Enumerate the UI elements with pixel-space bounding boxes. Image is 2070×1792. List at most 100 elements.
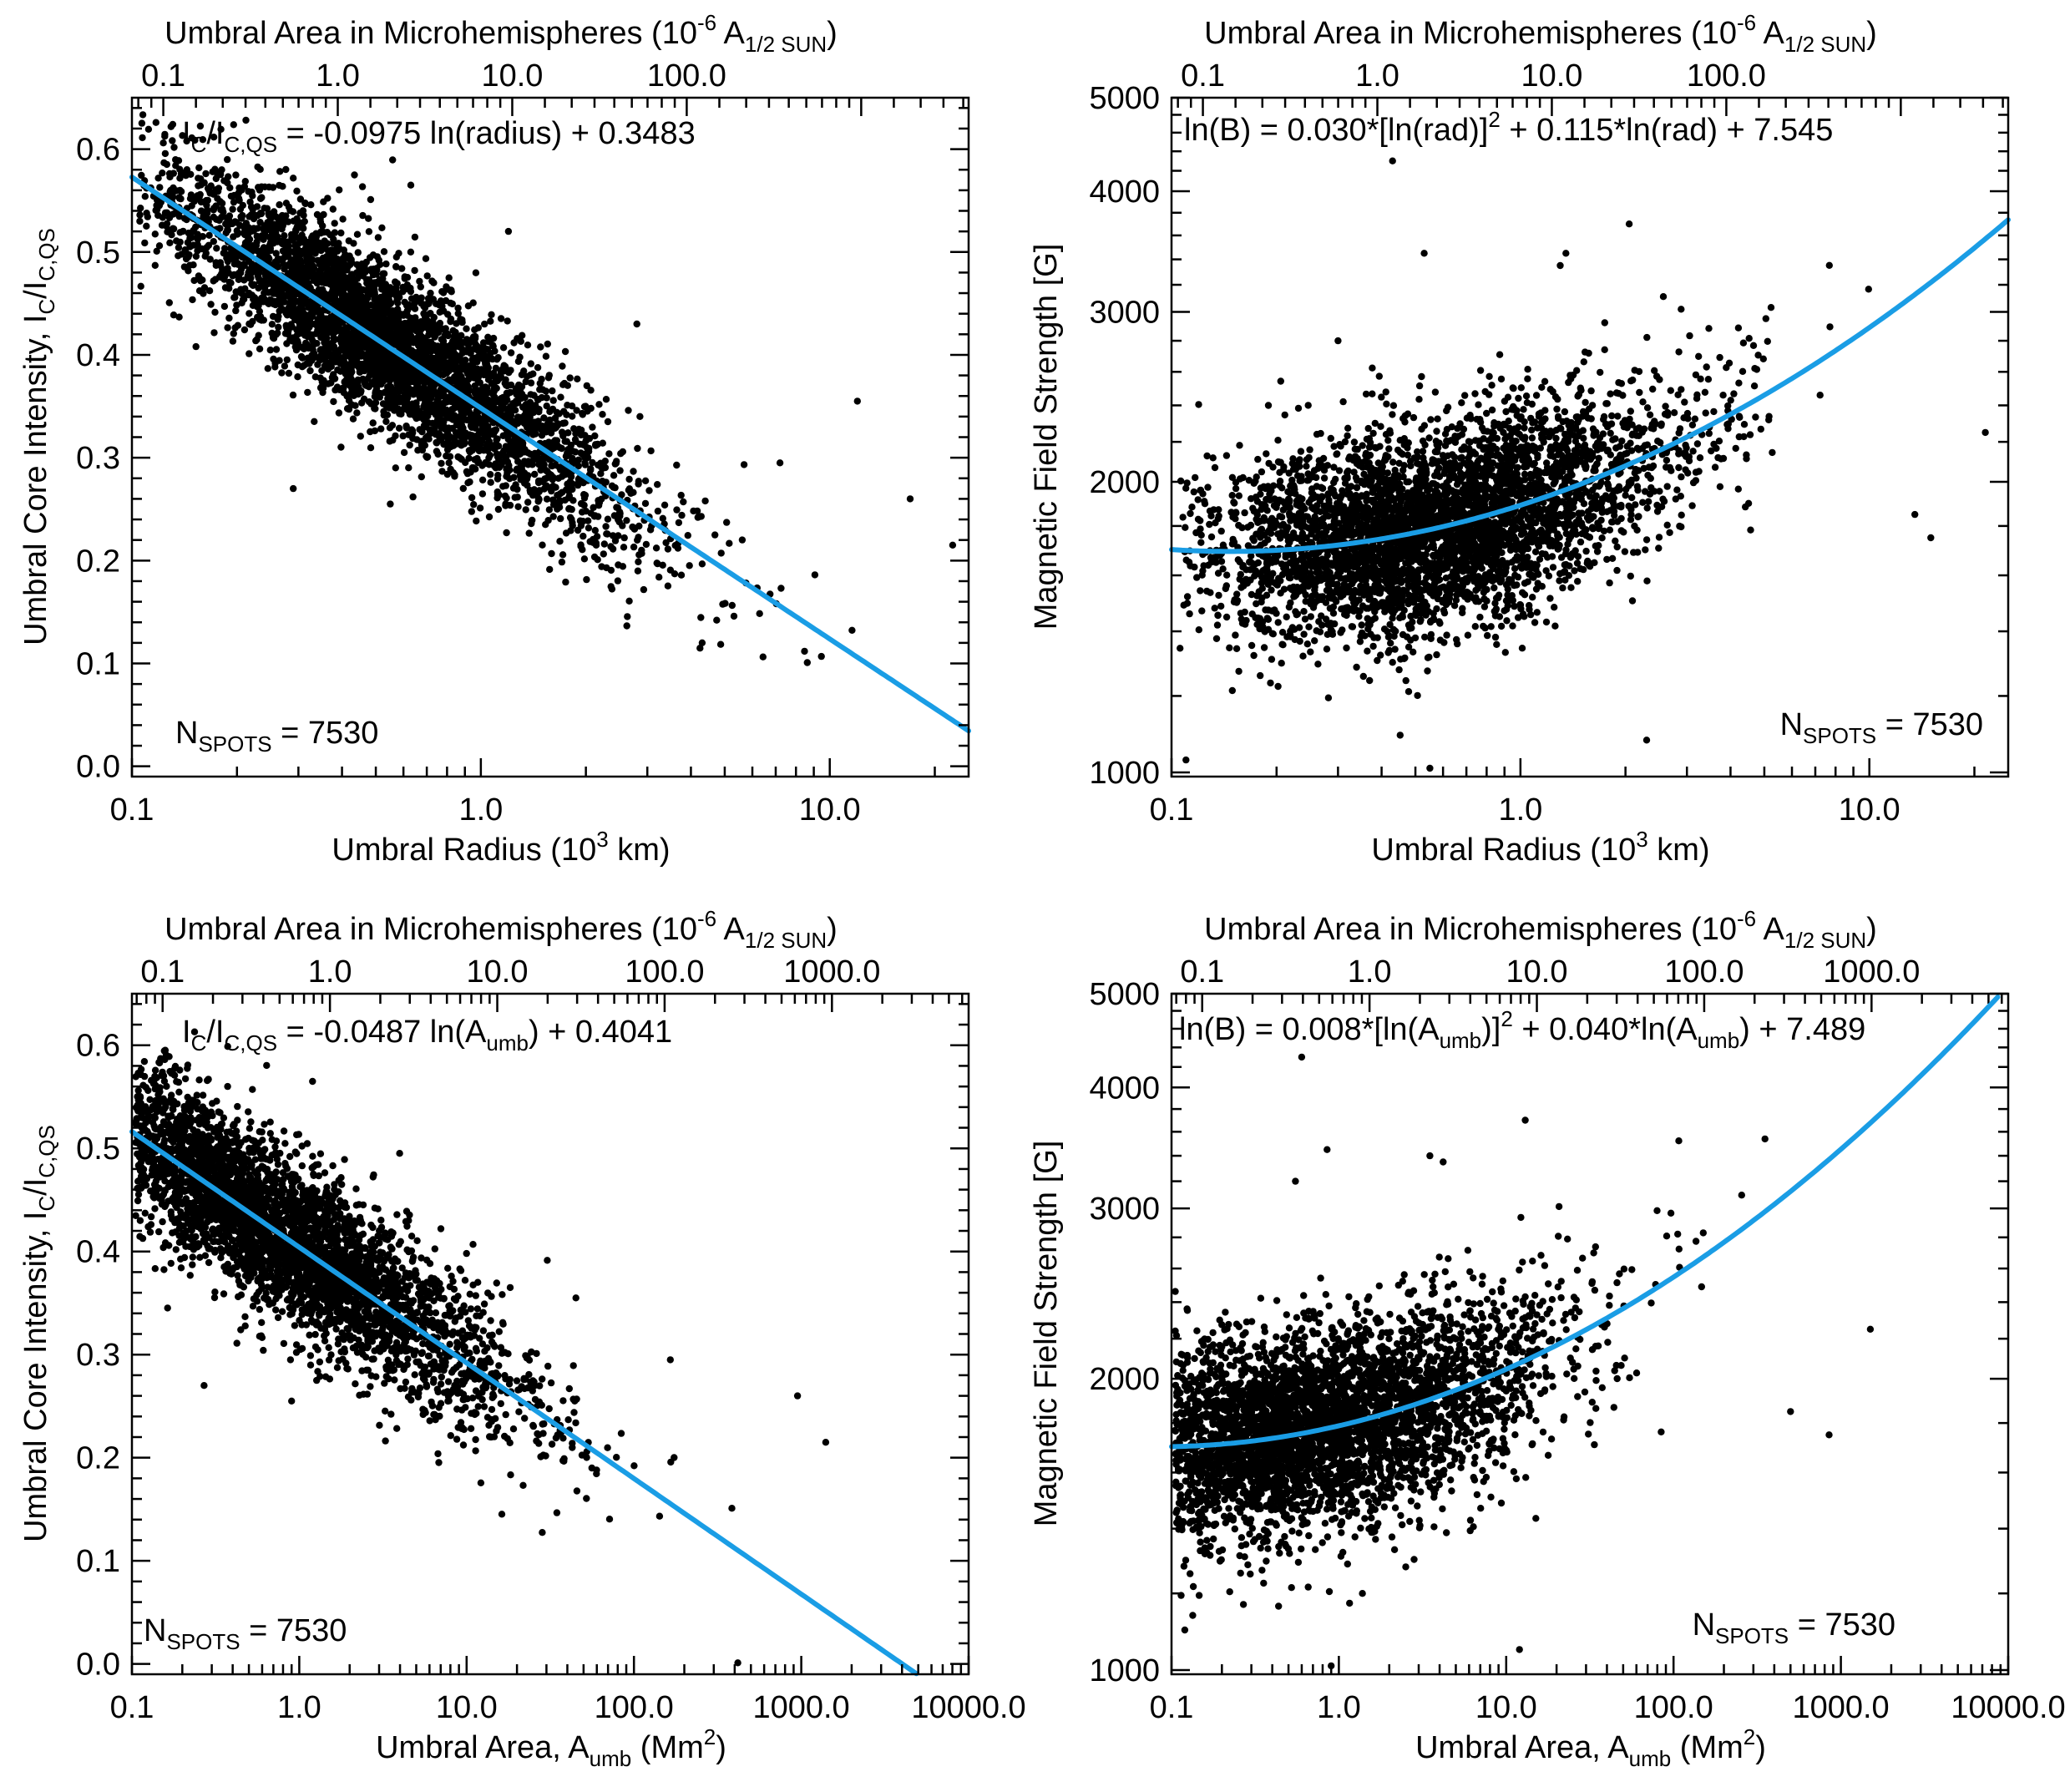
data-point [623, 517, 630, 524]
data-point [371, 286, 378, 294]
data-point [141, 239, 149, 247]
top-tick-label: 0.1 [1181, 58, 1225, 94]
data-point [949, 541, 957, 549]
data-point [273, 214, 281, 221]
data-point [591, 527, 599, 534]
data-point [438, 459, 445, 468]
data-point [499, 432, 507, 439]
data-point [276, 181, 283, 190]
data-point [540, 414, 548, 422]
data-point [527, 371, 534, 379]
data-point [185, 229, 192, 237]
top-axis-title: Umbral Area in Microhemispheres (10-6 A1… [1204, 10, 1877, 57]
data-point [453, 375, 462, 382]
data-point [1752, 413, 1759, 421]
data-point [495, 491, 503, 499]
data-point [224, 324, 231, 332]
data-point [365, 215, 372, 222]
data-point [324, 365, 332, 373]
data-point [361, 367, 368, 375]
data-point [474, 324, 482, 332]
data-point [213, 245, 220, 252]
data-point [429, 361, 438, 368]
data-point [592, 539, 600, 547]
data-point [139, 111, 147, 119]
data-point [560, 408, 568, 415]
data-point [293, 331, 301, 338]
data-point [175, 244, 183, 251]
data-point [528, 519, 535, 528]
data-point [308, 234, 316, 241]
data-point [279, 256, 286, 263]
data-point [353, 409, 361, 417]
data-point [245, 235, 254, 243]
data-point [458, 318, 466, 327]
data-point [719, 600, 726, 608]
data-point [320, 327, 328, 334]
data-point [452, 352, 459, 360]
data-point [578, 509, 586, 516]
data-point [544, 340, 551, 348]
data-point [595, 401, 603, 408]
data-point [296, 252, 304, 260]
data-point [235, 195, 243, 202]
data-point [156, 184, 164, 191]
data-point [696, 645, 704, 652]
data-point [248, 188, 256, 196]
data-point [323, 352, 331, 360]
data-point [331, 229, 339, 236]
data-point [521, 476, 529, 483]
data-point [680, 498, 687, 506]
data-point [324, 380, 332, 387]
data-point [1532, 392, 1541, 399]
data-point [478, 476, 487, 483]
data-point [367, 195, 375, 204]
data-point [561, 419, 569, 427]
data-point [595, 461, 602, 469]
data-point [331, 357, 338, 365]
data-point [347, 330, 354, 337]
data-point [1533, 609, 1541, 616]
data-point [756, 610, 763, 617]
data-point [290, 484, 297, 493]
data-point [245, 310, 253, 317]
data-point [373, 278, 381, 286]
data-point [522, 506, 529, 514]
data-point [412, 386, 419, 393]
data-point [136, 211, 144, 219]
data-point [369, 419, 377, 427]
data-point [1678, 306, 1685, 313]
data-point [677, 491, 685, 499]
data-point [371, 296, 378, 303]
top-tick-label: 10.0 [1521, 58, 1582, 94]
data-point [625, 407, 632, 414]
data-point [574, 375, 581, 382]
data-point [266, 347, 274, 354]
data-point [314, 361, 321, 368]
data-point [574, 526, 582, 534]
data-point [407, 284, 414, 292]
data-point [738, 536, 747, 544]
data-point [510, 339, 518, 347]
data-point [317, 383, 325, 391]
data-point [641, 499, 650, 508]
data-point [419, 439, 427, 447]
fit-curve [129, 175, 971, 734]
data-point [306, 252, 313, 261]
data-point [205, 287, 214, 295]
data-point [422, 423, 430, 431]
data-point [642, 540, 650, 549]
data-point [535, 495, 543, 504]
data-point [260, 316, 267, 324]
data-point [237, 213, 245, 220]
data-point [241, 285, 249, 292]
data-point [384, 363, 392, 372]
data-point [520, 367, 528, 375]
data-point [358, 350, 367, 358]
data-point [463, 325, 470, 332]
data-point [507, 441, 514, 448]
data-point [551, 414, 559, 423]
data-point [354, 249, 362, 256]
data-point [549, 462, 556, 470]
data-point [570, 458, 578, 466]
